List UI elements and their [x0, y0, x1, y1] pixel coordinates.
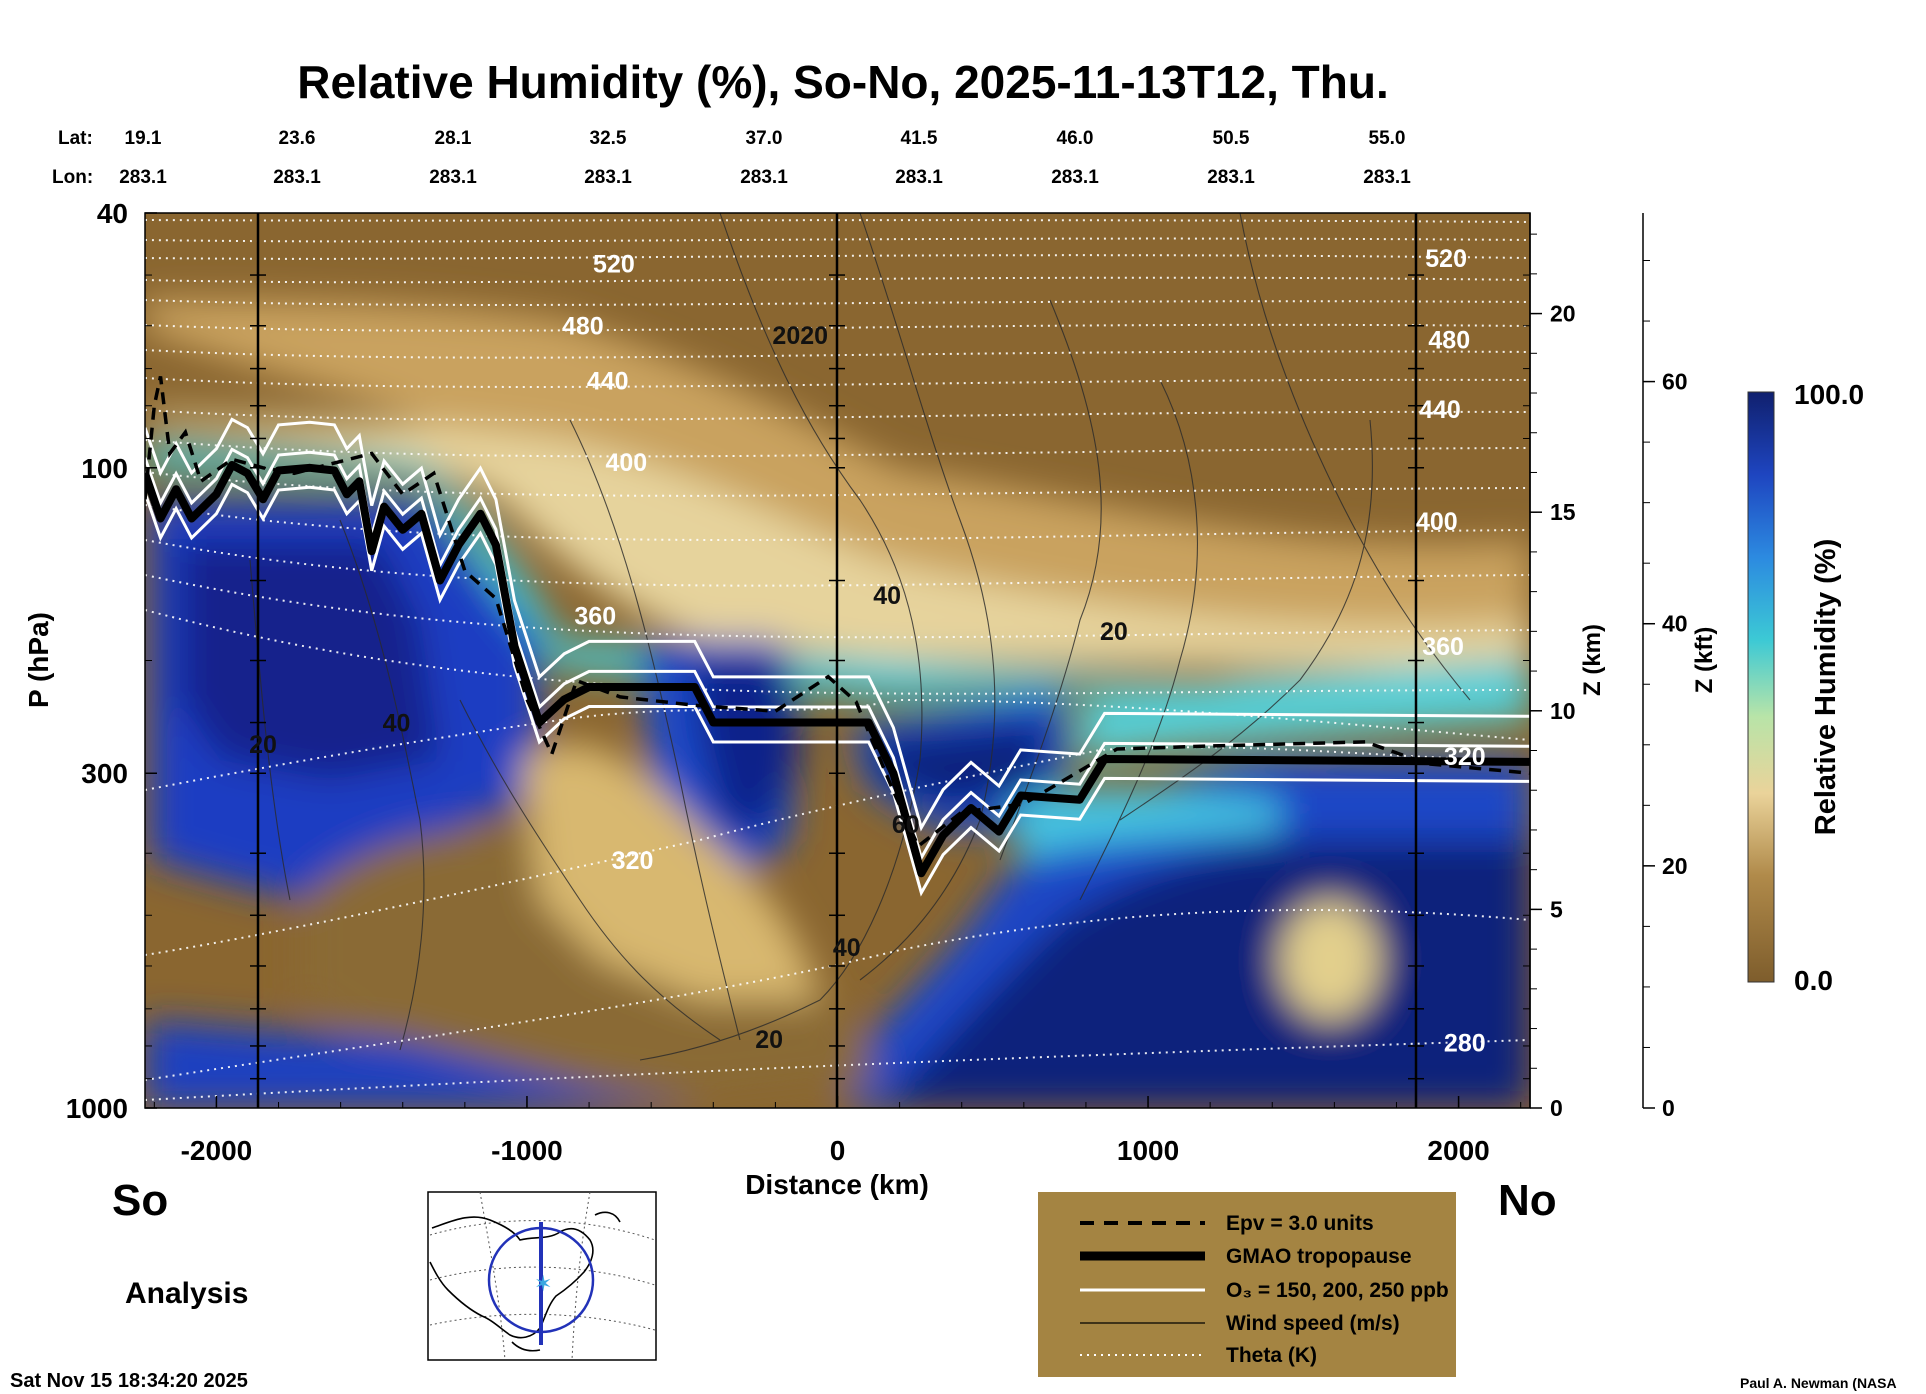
x-tick-label: 1000: [1117, 1135, 1179, 1166]
lat-value: 55.0: [1369, 128, 1406, 149]
colorbar-min-label: 0.0: [1794, 965, 1833, 996]
z-kft-axis: 0 20 40 60: [1643, 260, 1688, 1121]
legend-item-label: GMAO tropopause: [1226, 1245, 1412, 1268]
z-km-tick-label: 0: [1550, 1095, 1563, 1121]
lon-value: 283.1: [119, 167, 167, 188]
lat-value: 19.1: [125, 128, 162, 149]
coastline-icon: [429, 1211, 621, 1352]
direction-south: So: [112, 1176, 168, 1225]
theta-label: 320: [1444, 743, 1486, 771]
lat-value: 41.5: [901, 128, 938, 149]
y-tick-label: 40: [97, 198, 128, 229]
wind-label: 2020: [772, 322, 828, 350]
legend-item-label: Theta (K): [1226, 1344, 1317, 1367]
wind-label: 60: [892, 811, 920, 839]
lat-value: 23.6: [279, 128, 316, 149]
wind-labels: 2020 40 20 40 20 60 40 20: [249, 322, 1128, 1054]
x-tick-label: 0: [830, 1135, 846, 1166]
theta-label: 360: [574, 602, 616, 630]
x-tick-label: -2000: [181, 1135, 253, 1166]
timestamp: Sat Nov 15 18:34:20 2025: [10, 1370, 248, 1392]
x-tick-label: 2000: [1427, 1135, 1489, 1166]
tropopause-line: [145, 461, 1530, 878]
theta-label: 280: [1444, 1029, 1486, 1057]
wind-label: 20: [1100, 618, 1128, 646]
theta-label: 440: [1419, 396, 1461, 424]
lat-value: 46.0: [1057, 128, 1094, 149]
lon-value: 283.1: [1207, 167, 1255, 188]
humidity-field: 520480440400360320520480440400360320280 …: [145, 213, 1530, 1108]
z-km-tick-label: 10: [1550, 698, 1576, 724]
theta-label: 440: [587, 367, 629, 395]
wind-label: 40: [383, 710, 411, 738]
lon-label: Lon:: [52, 167, 93, 188]
legend: Epv = 3.0 units GMAO tropopause O₃ = 150…: [1038, 1192, 1456, 1377]
z-kft-tick-label: 0: [1662, 1095, 1675, 1121]
wind-label: 20: [755, 1026, 783, 1054]
theta-label: 400: [1416, 508, 1458, 536]
z-kft-axis-label: Z (kft): [1691, 627, 1718, 694]
z-km-tick-label: 20: [1550, 301, 1576, 327]
theta-label: 360: [1422, 633, 1464, 661]
lat-value: 37.0: [746, 128, 783, 149]
theta-label: 480: [562, 313, 604, 341]
colorbar: [1747, 391, 1775, 983]
z-km-tick-label: 15: [1550, 499, 1576, 525]
lon-value: 283.1: [584, 167, 632, 188]
wind-label: 40: [833, 934, 861, 962]
lon-value: 283.1: [740, 167, 788, 188]
center-star-icon: ✶: [534, 1272, 552, 1297]
z-km-axis: 0 5 10 15 20: [1530, 233, 1576, 1121]
z-km-axis-label: Z (km): [1579, 624, 1606, 696]
lon-value: 283.1: [895, 167, 943, 188]
wind-contours: [249, 213, 1471, 1061]
lat-value: 28.1: [435, 128, 472, 149]
theta-label: 520: [593, 251, 635, 279]
theta-contours: [145, 219, 1530, 1101]
lon-value: 283.1: [273, 167, 321, 188]
z-kft-tick-label: 20: [1662, 853, 1688, 879]
z-km-tick-label: 5: [1550, 896, 1563, 922]
legend-item-label: Epv = 3.0 units: [1226, 1212, 1374, 1235]
lat-value: 50.5: [1213, 128, 1250, 149]
lat-lon-header: 19.1 23.6 28.1 32.5 37.0 41.5 46.0 50.5 55.0 283.…: [119, 128, 1411, 188]
credit: Paul A. Newman (NASA: [1740, 1375, 1897, 1391]
ozone-contours: [145, 417, 1530, 897]
z-kft-tick-label: 40: [1662, 611, 1688, 637]
inset-map: ✶: [427, 1191, 657, 1361]
colorbar-label: Relative Humidity (%): [1810, 539, 1842, 836]
ozone-line: [145, 417, 1530, 832]
theta-label: 520: [1425, 245, 1467, 273]
direction-north: No: [1498, 1176, 1557, 1225]
theta-label: 480: [1428, 326, 1470, 354]
marker-ticks: [250, 274, 1424, 1080]
theta-label: 400: [605, 449, 647, 477]
lat-label: Lat:: [58, 128, 93, 149]
legend-item-label: Wind speed (m/s): [1226, 1312, 1400, 1335]
y-axis: 40 100 300 1000: [66, 198, 1530, 1124]
y-axis-label: P (hPa): [23, 612, 54, 708]
z-kft-tick-label: 60: [1662, 369, 1688, 395]
y-tick-label: 100: [81, 453, 128, 484]
chart-title: Relative Humidity (%), So-No, 2025-11-13…: [297, 56, 1389, 108]
ozone-line: [145, 482, 1530, 897]
theta-label: 320: [612, 847, 654, 875]
y-tick-label: 300: [81, 758, 128, 789]
wind-label: 40: [873, 582, 901, 610]
lon-value: 283.1: [429, 167, 477, 188]
y-tick-label: 1000: [66, 1093, 128, 1124]
wind-label: 20: [249, 731, 277, 759]
x-tick-label: -1000: [491, 1135, 563, 1166]
lat-value: 32.5: [590, 128, 627, 149]
legend-item-label: O₃ = 150, 200, 250 ppb: [1226, 1279, 1449, 1302]
ozone-line: [145, 447, 1530, 862]
analysis-label: Analysis: [125, 1277, 248, 1310]
theta-labels: 520 480 440 400 360 320 520 480 440 400 360 320 280: [562, 245, 1486, 1058]
x-axis-label: Distance (km): [745, 1169, 929, 1200]
colorbar-max-label: 100.0: [1794, 379, 1864, 410]
lon-value: 283.1: [1051, 167, 1099, 188]
lon-value: 283.1: [1363, 167, 1411, 188]
x-axis: -2000 -1000 0 1000 2000: [153, 1096, 1522, 1166]
